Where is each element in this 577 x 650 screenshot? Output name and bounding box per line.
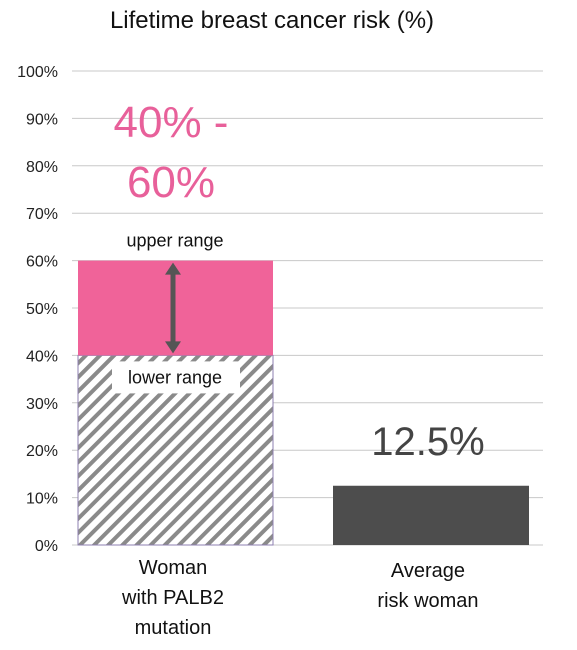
category-label: risk woman: [377, 590, 478, 612]
category-labels: Woman with PALB2 mutation Average risk woman: [121, 557, 479, 639]
category-label: mutation: [135, 617, 212, 639]
range-arrow-up-head: [165, 262, 181, 275]
range-arrow-down-head: [165, 341, 181, 354]
y-tick-label: 50%: [26, 301, 58, 318]
lower-range-label-box: [112, 361, 240, 394]
y-tick-label: 70%: [26, 206, 58, 223]
y-tick-label: 80%: [26, 159, 58, 176]
lower-range-label: lower range: [128, 367, 222, 387]
y-tick-label: 30%: [26, 396, 58, 413]
category-label: Woman: [139, 557, 208, 579]
y-tick-label: 20%: [26, 443, 58, 460]
y-tick-label: 60%: [26, 254, 58, 271]
category-label: Average: [391, 560, 465, 582]
y-tick-label: 100%: [17, 64, 58, 81]
y-tick-label: 10%: [26, 491, 58, 508]
bar-value-label: 12.5%: [371, 420, 484, 464]
range-value-label: 40% -: [114, 98, 229, 147]
chart-title: Lifetime breast cancer risk (%): [110, 7, 434, 34]
upper-range-label: upper range: [126, 231, 223, 251]
y-axis-ticks: 0% 10% 20% 30% 40% 50% 60% 70% 80% 90% 100%: [17, 64, 58, 555]
y-tick-label: 40%: [26, 348, 58, 365]
bar-average-risk: [333, 485, 529, 545]
y-tick-label: 0%: [35, 538, 58, 555]
range-value-label: 60%: [127, 158, 215, 207]
category-label: with PALB2: [121, 587, 224, 609]
y-tick-label: 90%: [26, 111, 58, 128]
bars: upper range lower range 40% - 60% 12.5%: [77, 98, 529, 546]
